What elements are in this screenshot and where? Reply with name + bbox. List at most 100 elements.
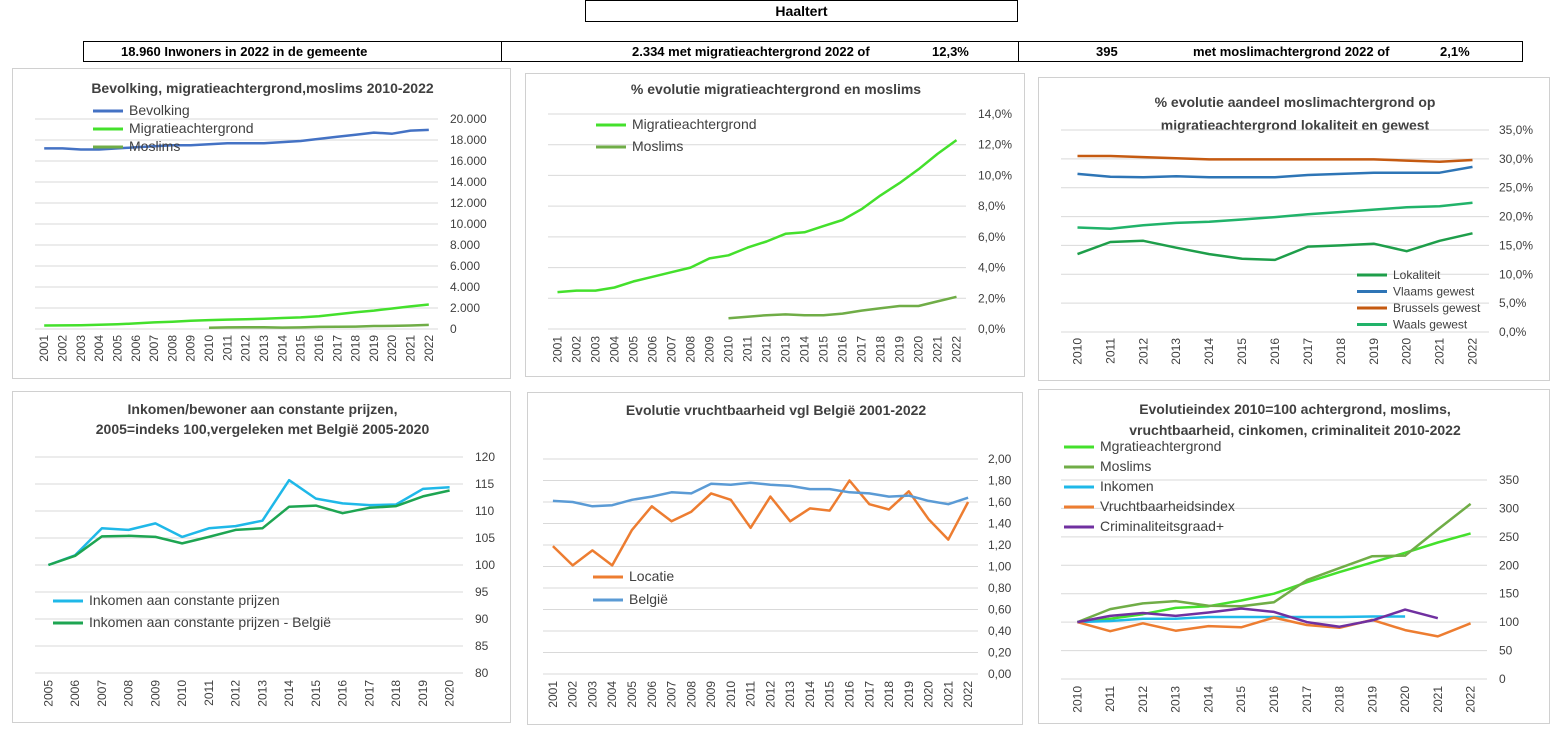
y-tick-label: 150	[1499, 587, 1519, 601]
x-tick-label: 2017	[855, 336, 869, 363]
x-tick-label: 2008	[122, 680, 136, 707]
x-tick-label: 2015	[309, 680, 323, 707]
summary-moslim-count: 395	[1096, 44, 1118, 59]
x-tick-label: 2010	[1070, 686, 1084, 713]
y-tick-label: 0,0%	[1499, 325, 1527, 339]
series-line-bevolking	[44, 128, 429, 151]
x-tick-label: 2004	[92, 335, 106, 362]
x-tick-label: 2003	[589, 336, 603, 363]
y-tick-label: 16.000	[450, 154, 487, 168]
x-tick-label: 2012	[229, 680, 243, 707]
chart-inkomen: Inkomen/bewoner aan constante prijzen, 20…	[35, 401, 495, 707]
legend-label: Criminaliteitsgraad+	[1100, 518, 1224, 534]
y-tick-label: 350	[1499, 473, 1519, 487]
y-tick-label: 2,00	[988, 452, 1012, 466]
x-tick-label: 2020	[443, 680, 457, 707]
legend-label: Inkomen aan constante prijzen	[89, 592, 280, 608]
x-tick-label: 2021	[1431, 686, 1445, 713]
legend-label: Brussels gewest	[1393, 301, 1481, 315]
y-tick-label: 10,0%	[978, 168, 1012, 182]
chart-title: 2005=indeks 100,vergeleken met België 20…	[96, 421, 430, 437]
x-tick-label: 2022	[961, 681, 975, 708]
series-line-criminaliteitsgraad-	[1077, 607, 1439, 628]
legend-label: Migratieachtergrond	[129, 120, 254, 136]
x-tick-label: 2013	[1169, 338, 1183, 365]
x-tick-label: 2016	[1268, 338, 1282, 365]
x-tick-label: 2001	[37, 335, 51, 362]
chart-evolutieindex: Evolutieindex 2010=100 achtergrond, mosl…	[1061, 401, 1519, 713]
series-line-waals-gewest	[1077, 201, 1473, 230]
y-tick-label: 100	[1499, 615, 1519, 629]
chart-title: Bevolking, migratieachtergrond,moslims 2…	[91, 80, 434, 96]
y-tick-label: 1,60	[988, 495, 1012, 509]
x-tick-label: 2013	[779, 336, 793, 363]
x-tick-label: 2014	[798, 336, 812, 363]
series-line-moslims	[1076, 502, 1472, 624]
x-tick-label: 2010	[202, 335, 216, 362]
x-tick-label: 2006	[129, 335, 143, 362]
series-line-inkomen-aan-constante-prijzen	[47, 478, 450, 567]
x-tick-label: 2015	[294, 335, 308, 362]
x-tick-label: 2007	[95, 680, 109, 707]
x-tick-label: 2020	[1398, 686, 1412, 713]
x-tick-label: 2022	[1464, 686, 1478, 713]
legend-label: Inkomen	[1100, 478, 1154, 494]
y-tick-label: 0,60	[988, 603, 1012, 617]
series-line-moslims	[728, 295, 957, 320]
x-tick-label: 2021	[404, 335, 418, 362]
legend-label: België	[629, 591, 668, 607]
x-tick-label: 2003	[74, 335, 88, 362]
x-tick-label: 2007	[665, 336, 679, 363]
y-tick-label: 30,0%	[1499, 152, 1533, 166]
chart-title: migratieachtergrond lokaliteit en gewest	[1161, 117, 1430, 133]
x-tick-label: 2004	[608, 336, 622, 363]
series-line-inkomen	[1077, 615, 1406, 624]
x-tick-label: 2005	[110, 335, 124, 362]
chart-panel-pct-evolutie: % evolutie migratieachtergrond en moslim…	[525, 73, 1025, 377]
y-tick-label: 14,0%	[978, 107, 1012, 121]
x-tick-label: 2009	[184, 335, 198, 362]
y-tick-label: 6,0%	[978, 230, 1006, 244]
x-tick-label: 2011	[744, 681, 758, 707]
y-tick-label: 105	[475, 531, 495, 545]
x-tick-label: 2013	[255, 680, 269, 707]
x-tick-label: 2007	[147, 335, 161, 362]
x-tick-label: 2018	[874, 336, 888, 363]
x-tick-label: 2018	[1333, 686, 1347, 713]
y-tick-label: 20,0%	[1499, 210, 1533, 224]
x-tick-label: 2016	[836, 336, 850, 363]
chart-title: Evolutie vruchtbaarheid vgl België 2001-…	[626, 402, 927, 418]
y-tick-label: 80	[475, 666, 489, 680]
y-tick-label: 120	[475, 450, 495, 464]
x-tick-label: 2011	[202, 680, 216, 706]
x-tick-label: 2014	[282, 680, 296, 707]
summary-migratie-pct: 12,3%	[932, 44, 969, 59]
x-tick-label: 2018	[882, 681, 896, 708]
chart-title: vruchtbaarheid, cinkomen, criminaliteit …	[1129, 422, 1461, 438]
summary-moslim-label: met moslimachtergrond 2022 of	[1193, 44, 1390, 59]
x-tick-label: 2010	[1070, 338, 1084, 365]
y-tick-label: 0,0%	[978, 322, 1006, 336]
y-tick-label: 1,80	[988, 474, 1012, 488]
series-line-moslims	[208, 323, 429, 329]
x-tick-label: 2020	[912, 336, 926, 363]
y-tick-label: 2,0%	[978, 291, 1006, 305]
x-tick-label: 2019	[367, 335, 381, 362]
chart-bevolking: Bevolking, migratieachtergrond,moslims 2…	[35, 80, 487, 362]
x-tick-label: 2015	[1234, 686, 1248, 713]
x-tick-label: 2010	[175, 680, 189, 707]
y-tick-label: 0,00	[988, 667, 1012, 681]
x-tick-label: 2005	[41, 680, 55, 707]
y-tick-label: 250	[1499, 530, 1519, 544]
x-tick-label: 2006	[646, 336, 660, 363]
x-tick-label: 2022	[950, 336, 964, 363]
chart-title: % evolutie migratieachtergrond en moslim…	[631, 81, 921, 97]
y-tick-label: 0,20	[988, 646, 1012, 660]
x-tick-label: 2022	[1466, 338, 1480, 365]
x-tick-label: 2008	[165, 335, 179, 362]
x-tick-label: 2006	[645, 681, 659, 708]
x-tick-label: 2006	[68, 680, 82, 707]
y-tick-label: 12,0%	[978, 138, 1012, 152]
legend-label: Moslims	[1100, 458, 1151, 474]
y-tick-label: 200	[1499, 558, 1519, 572]
